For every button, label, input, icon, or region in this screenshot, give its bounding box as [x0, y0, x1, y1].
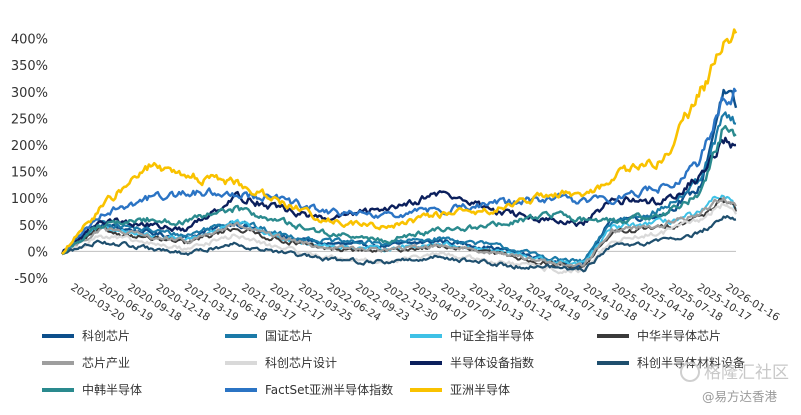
y-tick-label: 200% — [11, 139, 48, 154]
legend: 科创芯片 国证芯片 中证全指半导体 中华半导体芯片芯片产业 科创芯片设计 半导体设备指数科… — [42, 328, 745, 397]
y-tick-label: 250% — [11, 112, 48, 127]
series-line — [61, 125, 737, 256]
y-tick-label: 300% — [11, 86, 48, 101]
legend-label: FactSet亚洲半导体指数 — [265, 382, 393, 397]
legend-label: 科创芯片设计 — [265, 356, 337, 370]
legend-label: 半导体设备指数 — [450, 355, 534, 370]
series-lines — [60, 28, 738, 275]
series-line — [61, 28, 738, 256]
y-tick-label: 100% — [11, 192, 48, 207]
legend-label: 科创芯片 — [82, 329, 130, 343]
y-axis: -50% 0% 50% 100% 150% 200% 250% 300% 350% 400% — [11, 33, 48, 287]
watermark: 格隆汇社区 @易方达香港 — [680, 362, 789, 404]
series-line — [61, 215, 737, 273]
series-line — [61, 87, 738, 255]
series-line — [60, 136, 737, 255]
series-line — [61, 111, 737, 264]
y-tick-label: 50% — [19, 219, 48, 234]
x-axis: 2020-03-202020-06-192020-09-182020-12-18… — [68, 281, 781, 324]
y-tick-label: 150% — [11, 166, 48, 181]
legend-label: 国证芯片 — [265, 329, 313, 343]
y-tick-label: -50% — [14, 272, 48, 287]
series-line — [61, 197, 737, 271]
watermark-sub: @易方达香港 — [702, 389, 778, 404]
legend-label: 亚洲半导体 — [450, 383, 510, 397]
series-line — [61, 196, 737, 268]
legend-label: 中韩半导体 — [82, 382, 142, 397]
watermark-logo-icon — [680, 362, 700, 382]
watermark-text: 格隆汇社区 — [704, 363, 789, 383]
y-tick-label: 350% — [11, 59, 48, 74]
legend-label: 中华半导体芯片 — [637, 328, 721, 343]
legend-label: 芯片产业 — [82, 356, 130, 370]
y-tick-label: 400% — [11, 33, 48, 48]
legend-label: 中证全指半导体 — [450, 328, 534, 343]
y-tick-label: 0% — [27, 245, 48, 260]
